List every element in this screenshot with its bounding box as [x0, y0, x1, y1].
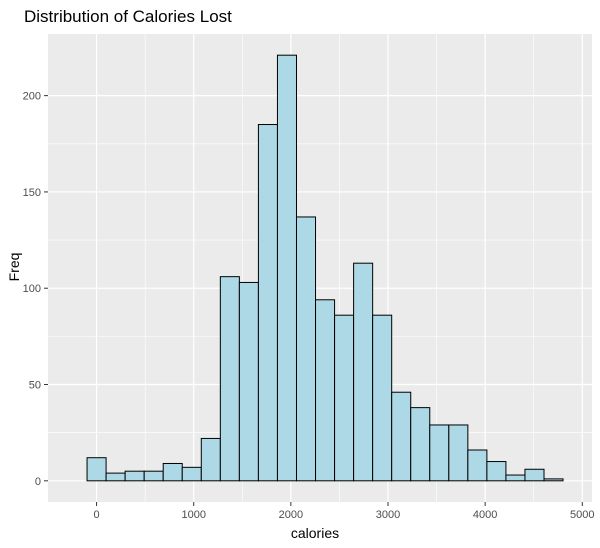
y-axis-ticks: 0 50 100 150 200: [23, 91, 48, 488]
y-tick-label: 200: [23, 91, 41, 103]
x-tick-label: 1000: [181, 509, 205, 521]
histogram-bar: [524, 468, 545, 482]
histogram-bar: [467, 449, 488, 482]
x-tick-label: 3000: [376, 509, 400, 521]
x-axis-ticks: 0 1000 2000 3000 4000 5000: [94, 502, 595, 521]
histogram-bar: [86, 457, 107, 482]
histogram-bar: [372, 314, 393, 482]
histogram-bar: [257, 124, 278, 482]
histogram-bar: [124, 470, 145, 482]
histogram-bar: [238, 281, 259, 482]
y-tick-label: 150: [23, 187, 41, 199]
chart-title: Distribution of Calories Lost: [24, 7, 232, 26]
histogram-bar: [105, 472, 126, 482]
grid-lines: [48, 34, 592, 502]
histogram-bar: [219, 276, 240, 482]
histogram-bar: [429, 424, 450, 482]
histogram-bar: [162, 462, 183, 482]
x-tick-label: 4000: [473, 509, 497, 521]
histogram-bar: [200, 437, 221, 482]
x-axis-title: calories: [291, 525, 339, 541]
histogram-bars: [86, 54, 564, 482]
histogram-bar: [334, 314, 355, 482]
histogram-bar: [276, 54, 297, 482]
histogram-bar: [181, 466, 202, 482]
y-tick-label: 50: [29, 380, 41, 392]
histogram-bar: [543, 478, 564, 482]
histogram-bar: [391, 391, 412, 482]
y-tick-label: 100: [23, 283, 41, 295]
histogram-bar: [143, 470, 164, 482]
y-axis-title: Freq: [6, 253, 22, 282]
x-tick-label: 5000: [570, 509, 594, 521]
x-tick-label: 2000: [279, 509, 303, 521]
histogram-bar: [410, 407, 431, 482]
histogram-bar: [353, 262, 374, 482]
histogram-bar: [505, 474, 526, 482]
x-tick-label: 0: [94, 509, 100, 521]
histogram-bar: [295, 216, 317, 482]
y-tick-label: 0: [35, 476, 41, 488]
histogram-bar: [448, 424, 469, 482]
histogram-bar: [486, 461, 507, 482]
histogram-bar: [315, 299, 336, 482]
